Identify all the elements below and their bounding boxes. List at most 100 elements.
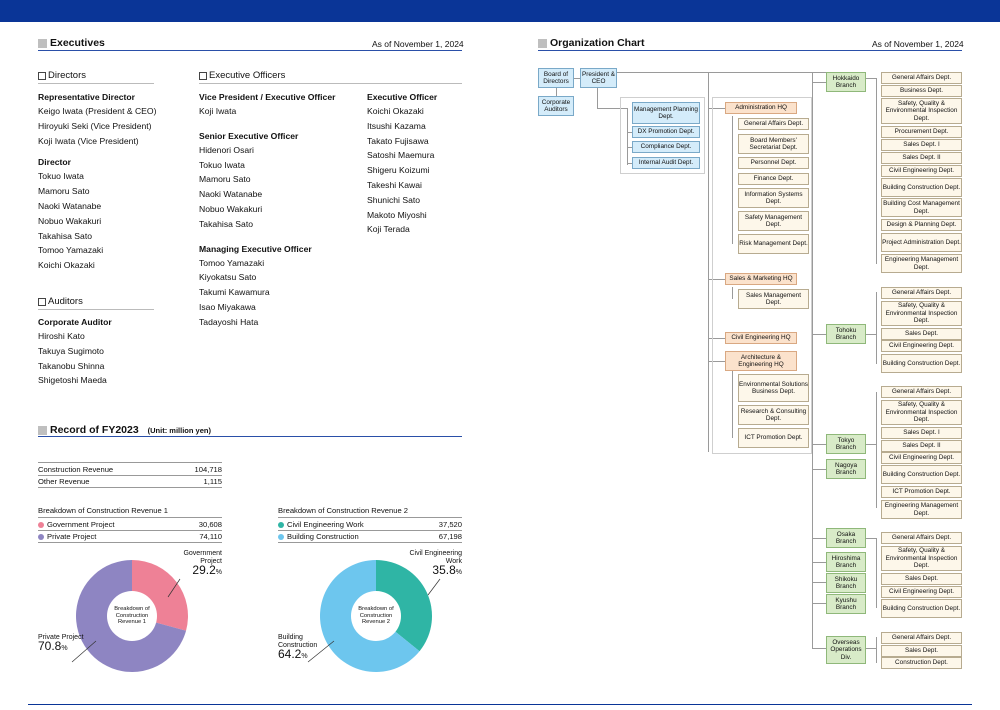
- names-list: Koji Iwata: [199, 104, 335, 119]
- org-box-dept: General Affairs Dept.: [738, 118, 809, 130]
- org-box-dept: ICT Promotion Dept.: [881, 486, 962, 498]
- org-box-auditors: Corporate Auditors: [538, 96, 574, 116]
- org-box-dept: Sales Dept. II: [881, 440, 962, 452]
- org-box-branch: Hokkaido Branch: [826, 72, 866, 92]
- auditors-rule: [38, 309, 154, 310]
- legend-dot-icon: [278, 521, 284, 528]
- connector-line: [627, 147, 632, 148]
- person-name: Nobuo Wakakuri: [199, 203, 263, 214]
- person-name: Nobuo Wakakuri: [38, 215, 102, 226]
- connector-line: [708, 108, 725, 109]
- connector-line: [812, 648, 826, 649]
- leader-line: [427, 578, 441, 596]
- connector-line: [732, 370, 733, 438]
- connector-line: [556, 88, 557, 96]
- person-name: Takahisa Sato: [199, 218, 253, 229]
- legend-dot-icon: [278, 533, 284, 540]
- connector-line: [876, 78, 877, 264]
- org-box-dept: Sales Dept. I: [881, 427, 962, 439]
- org-box-dept: Construction Dept.: [881, 657, 962, 669]
- connector-line: [627, 132, 632, 133]
- person-name: Naoki Watanabe: [38, 200, 102, 211]
- org-box-dept: Finance Dept.: [738, 173, 809, 185]
- org-box-dept: Business Dept.: [881, 85, 962, 97]
- org-box-dept: Safety, Quality & Environmental Inspecti…: [881, 98, 962, 124]
- row-value: 104,718: [194, 464, 222, 474]
- person-name: Hiroyuki Seki (Vice President): [38, 120, 152, 131]
- org-box-staff: Internal Audit Dept.: [632, 157, 700, 169]
- org-box-dept: Board Members' Secretariat Dept.: [738, 134, 809, 154]
- org-box-dept: Engineering Management Dept.: [881, 500, 962, 519]
- org-box-dept: General Affairs Dept.: [881, 632, 962, 644]
- person-name: Itsushi Kazama: [367, 120, 426, 131]
- org-box-dept: General Affairs Dept.: [881, 72, 962, 84]
- callout-label: Private Project: [38, 634, 84, 641]
- org-box-dept: Civil Engineering Dept.: [881, 165, 962, 177]
- donut-hole: [107, 591, 157, 641]
- row-label-wrap: Private Project: [38, 532, 96, 541]
- callout-label: Building Construction: [278, 634, 318, 649]
- connector-line: [866, 538, 876, 539]
- org-as-of: As of November 1, 2024: [872, 39, 964, 49]
- donut1-center-label: Breakdown of Construction Revenue 1: [114, 606, 150, 626]
- connector-line: [708, 361, 725, 362]
- table-row: Private Project 74,110: [38, 530, 222, 543]
- org-box-dept: Civil Engineering Dept.: [881, 340, 962, 352]
- row-label: Other Revenue: [38, 476, 90, 486]
- org-box-dept: Procurement Dept.: [881, 126, 962, 138]
- row-label: Building Construction: [287, 531, 359, 541]
- connector-line: [812, 82, 826, 83]
- org-box-branch: Tohoku Branch: [826, 324, 866, 344]
- connector-line: [708, 72, 709, 452]
- org-box-dept: Engineering Management Dept.: [881, 254, 962, 273]
- person-name: Tadayoshi Hata: [199, 316, 259, 327]
- org-box-hq: Administration HQ: [725, 102, 797, 114]
- org-box-branch: Overseas Operations Div.: [826, 636, 866, 664]
- auditors-heading-text: Auditors: [48, 296, 83, 307]
- org-box-dept: Safety, Quality & Environmental Inspecti…: [881, 546, 962, 571]
- record-unit: (Unit: million yen): [147, 425, 211, 435]
- record-title: Record of FY2023 (Unit: million yen): [38, 424, 211, 436]
- connector-line: [708, 279, 725, 280]
- connector-line: [732, 287, 733, 299]
- person-name: Takeshi Kawai: [367, 179, 422, 190]
- person-name: Makoto Miyoshi: [367, 209, 427, 220]
- person-name: Satoshi Maemura: [367, 150, 435, 161]
- person-name: Takanobu Shinna: [38, 360, 105, 371]
- org-box-board: Board of Directors: [538, 68, 574, 88]
- callout-label: Civil Engineering Work: [409, 550, 462, 565]
- person-name: Naoki Watanabe: [199, 189, 263, 200]
- executives-as-of: As of November 1, 2024: [372, 39, 464, 49]
- connector-line: [812, 562, 826, 563]
- role-heading: Representative Director: [38, 92, 135, 102]
- connector-line: [627, 108, 628, 165]
- person-name: Shigeru Koizumi: [367, 165, 430, 176]
- person-name: Shigetoshi Maeda: [38, 375, 107, 386]
- org-box-hq: Architecture & Engineering HQ: [725, 351, 797, 371]
- names-list: Koichi Okazaki Itsushi Kazama Takato Fuj…: [367, 104, 437, 237]
- org-box-staff: Management Planning Dept.: [632, 102, 700, 124]
- callout-percent: 64.2%: [278, 648, 338, 661]
- org-box-dept: Information Systems Dept.: [738, 188, 809, 208]
- person-name: Takahisa Sato: [38, 230, 92, 241]
- row-label-wrap: Building Construction: [278, 532, 359, 541]
- org-box-branch: Shikoku Branch: [826, 573, 866, 593]
- percent-value: 29.2: [192, 563, 216, 577]
- person-name: Takato Fujisawa: [367, 135, 429, 146]
- connector-line: [876, 637, 877, 663]
- role-heading: Vice President / Executive Officer: [199, 92, 336, 102]
- connector-line: [597, 108, 627, 109]
- connector-line: [876, 292, 877, 364]
- checkbox-square-icon: [199, 71, 207, 80]
- donut-chart-1: [76, 560, 188, 672]
- org-rule: [538, 50, 962, 51]
- org-box-dept: General Affairs Dept.: [881, 386, 962, 398]
- names-list: Tomoo Yamazaki Kiyokatsu Sato Takumi Kaw…: [199, 256, 335, 330]
- org-box-dept: Building Construction Dept.: [881, 354, 962, 373]
- names-list: Tokuo Iwata Mamoru Sato Naoki Watanabe N…: [38, 169, 156, 273]
- leader-line: [307, 640, 335, 663]
- person-name: Mamoru Sato: [38, 186, 90, 197]
- section-square-icon: [38, 425, 47, 435]
- percent-unit: %: [61, 645, 68, 652]
- connector-line: [812, 582, 826, 583]
